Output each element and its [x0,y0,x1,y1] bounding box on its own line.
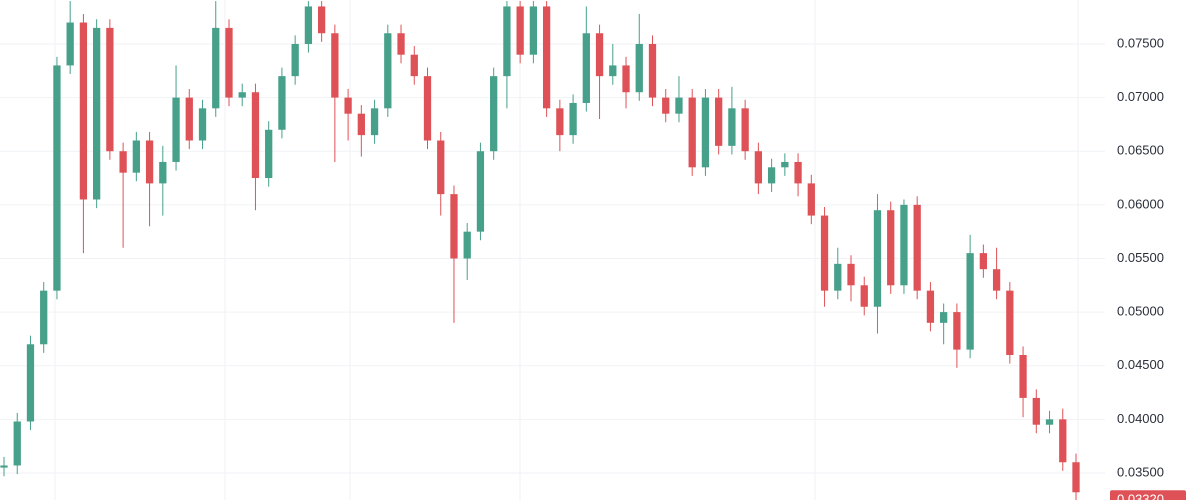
candle-body [304,6,313,44]
y-tick-label: 0.03500 [1117,464,1164,479]
candle-body [503,6,511,77]
candle-body [529,6,538,55]
candle-body [317,6,326,34]
y-tick-label: 0.05500 [1117,250,1164,265]
candle-body [225,27,233,98]
candle-body [251,92,260,179]
candle-body [66,22,74,66]
candle-body [145,140,154,184]
candle-body [1019,354,1027,398]
candle-body [516,6,524,55]
candle-body [437,140,445,195]
candle-body [887,210,895,286]
candle-body [212,27,220,109]
candle-body [13,421,21,466]
candle-body [847,263,855,286]
y-tick-label: 0.05000 [1117,304,1164,319]
candle-body [265,129,273,179]
y-tick-label: 0.04500 [1117,357,1164,372]
time-grid [54,0,1079,500]
candle-body [556,108,564,136]
candle-body [622,65,630,93]
candle-body [900,204,908,286]
candle-body [926,290,935,323]
candle-body [1072,462,1080,493]
candle-body [953,312,961,350]
candle-body [609,65,617,77]
candle-body [542,6,551,109]
candle-body [992,269,1001,291]
candle-body [357,113,365,136]
candle-body [794,161,802,184]
candle-body [688,97,696,168]
candle-body [53,65,61,291]
candle-body [331,33,339,98]
candle-body [595,33,604,77]
candle-body [913,204,921,291]
y-tick-label: 0.04000 [1117,411,1164,426]
y-tick-label: 0.07500 [1117,35,1164,50]
y-tick-label: 0.07000 [1117,89,1164,104]
candle-body [476,151,485,232]
candle-body [291,43,299,77]
candle-body [278,76,286,130]
candle-body [715,97,723,146]
candle-body [754,151,763,184]
candle-body [701,97,710,168]
candle-body [159,161,167,184]
candle-body [807,183,815,216]
candle-body [423,76,432,141]
candle-body [675,97,683,114]
candle-body [490,76,498,152]
candle-body [728,108,736,146]
y-tick-label: 0.06000 [1117,196,1164,211]
candle-body [648,43,657,98]
candle-body [450,194,458,259]
candle-body [1059,419,1067,463]
candle-body [185,97,193,141]
candle-body [26,344,35,422]
candle-body [741,108,749,152]
candle-body [119,151,127,173]
y-tick-label: 0.06500 [1117,143,1164,158]
candle-body [582,33,590,103]
candle-body [767,167,776,184]
candle-body [384,33,392,109]
candle-body [1006,290,1014,355]
candle-body [198,108,207,141]
candle-body [79,22,88,200]
candle-body [662,97,670,114]
candle-body [40,290,48,345]
candle-body [635,43,643,93]
candle-body [979,253,987,270]
candle-body [132,140,140,173]
candle-body [966,253,974,350]
candle-body [172,97,180,162]
candle-body [834,263,842,291]
last-price-label: 0.03320 [1117,492,1164,500]
candle-body [397,33,405,55]
candle-body [344,97,352,114]
candle-body [1045,419,1054,425]
candle-body [238,92,246,98]
candle-body [940,312,948,323]
candle-body [820,215,829,291]
candle-body [93,27,101,200]
candle-body [860,285,868,307]
candle-body [781,161,789,168]
candle-body [1032,397,1040,425]
candle-body [370,108,379,136]
candle-body [873,210,882,307]
candle-body [410,54,418,77]
candle-body [106,27,114,152]
candle-body [569,102,577,136]
candle-body [0,465,8,468]
last-price-tag [1110,490,1186,500]
candle-body [463,231,471,259]
